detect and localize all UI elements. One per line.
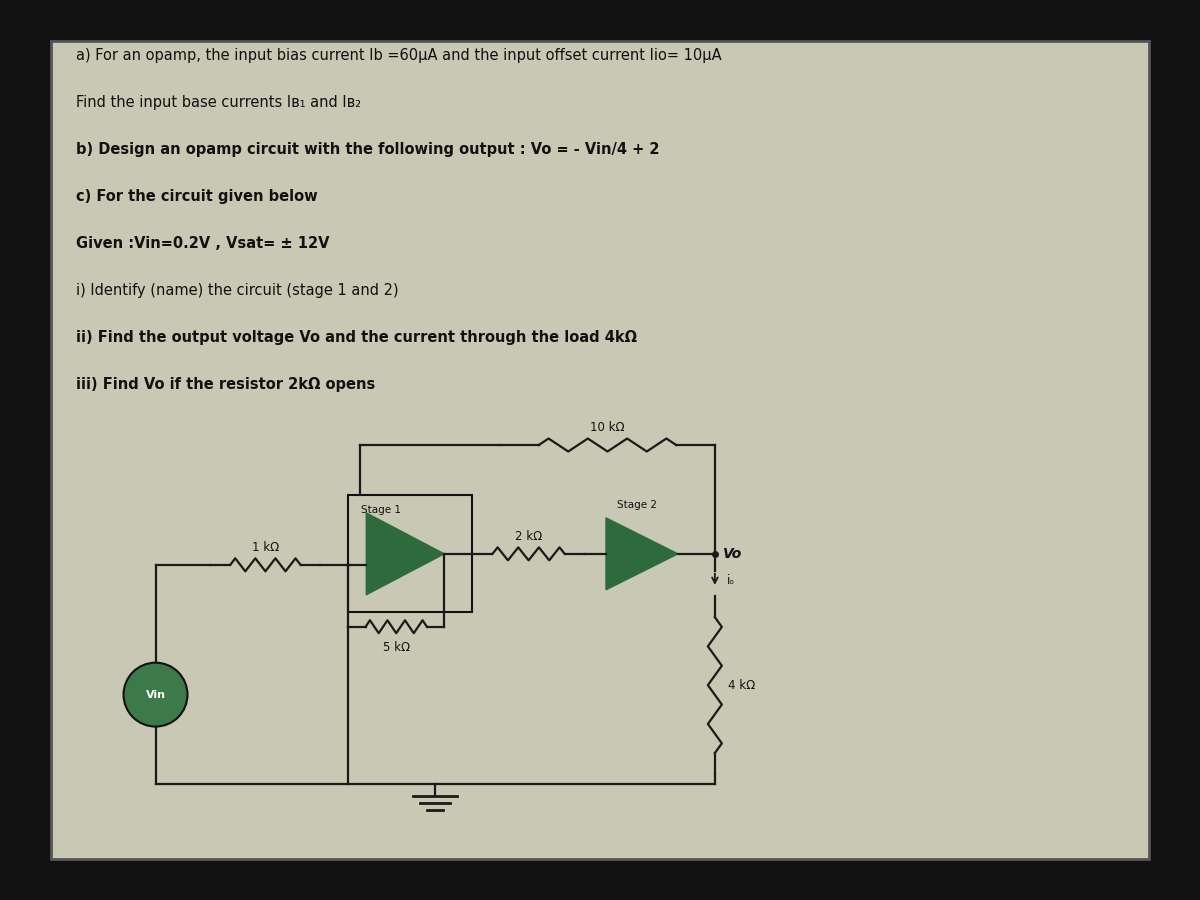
- Text: ii) Find the output voltage Vo and the current through the load 4kΩ: ii) Find the output voltage Vo and the c…: [76, 329, 637, 345]
- Text: c) For the circuit given below: c) For the circuit given below: [76, 189, 317, 204]
- FancyBboxPatch shape: [50, 40, 1150, 859]
- Text: Vin: Vin: [145, 689, 166, 699]
- Text: 10 kΩ: 10 kΩ: [590, 421, 625, 434]
- Text: b) Design an opamp circuit with the following output : Vo = - Vin/4 + 2: b) Design an opamp circuit with the foll…: [76, 142, 659, 157]
- Polygon shape: [366, 513, 444, 595]
- Text: Find the input base currents Iʙ₁ and Iʙ₂: Find the input base currents Iʙ₁ and Iʙ₂: [76, 95, 361, 110]
- Text: i) Identify (name) the circuit (stage 1 and 2): i) Identify (name) the circuit (stage 1 …: [76, 283, 398, 298]
- Text: 2 kΩ: 2 kΩ: [515, 530, 542, 543]
- Text: 5 kΩ: 5 kΩ: [383, 641, 409, 653]
- Text: a) For an opamp, the input bias current Ib =60μA and the input offset current Ii: a) For an opamp, the input bias current …: [76, 48, 721, 63]
- Text: iₒ: iₒ: [727, 574, 734, 588]
- Text: Stage 2: Stage 2: [617, 500, 656, 510]
- Text: Vo: Vo: [722, 547, 742, 561]
- Polygon shape: [606, 518, 678, 590]
- Bar: [348, 495, 472, 612]
- Circle shape: [124, 662, 187, 726]
- Text: Stage 1: Stage 1: [361, 505, 401, 515]
- Text: iii) Find Vo if the resistor 2kΩ opens: iii) Find Vo if the resistor 2kΩ opens: [76, 376, 374, 392]
- Text: 1 kΩ: 1 kΩ: [252, 541, 280, 554]
- Text: 4 kΩ: 4 kΩ: [728, 679, 755, 691]
- Text: Given :Vin=0.2V , Vsat= ± 12V: Given :Vin=0.2V , Vsat= ± 12V: [76, 236, 329, 251]
